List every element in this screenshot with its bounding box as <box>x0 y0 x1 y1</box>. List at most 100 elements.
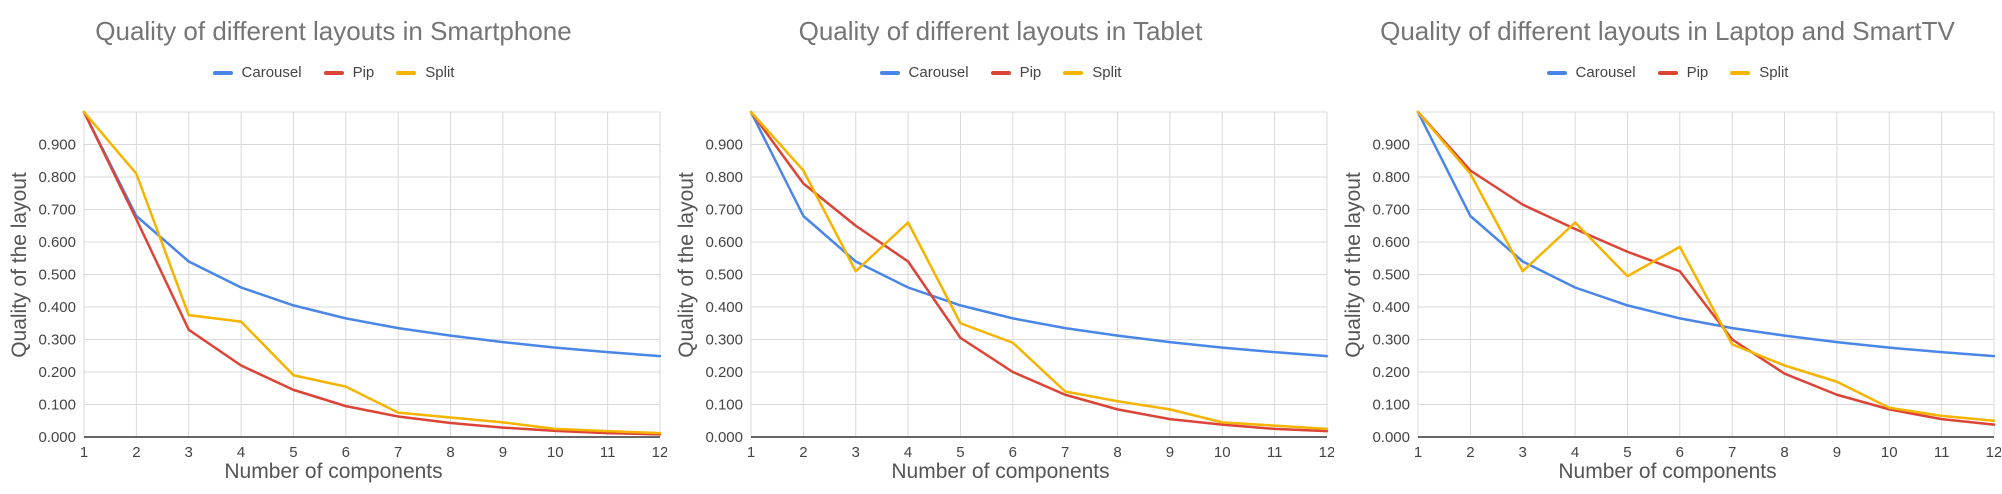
x-axis-label: Number of components <box>224 460 443 483</box>
series-line-split <box>749 110 1329 431</box>
y-tick-label: 0.700 <box>705 202 743 219</box>
plot-area: 0.000 0.100 0.200 0.300 0.400 0.500 0.600 0.700… <box>705 110 1334 461</box>
x-tick-label: 1 <box>1414 444 1422 461</box>
legend-label: Carousel <box>241 64 302 81</box>
series-line-pip <box>749 110 1329 433</box>
x-tick-label: 6 <box>342 444 350 461</box>
x-tick-label: 8 <box>446 444 454 461</box>
y-tick-label: 0.300 <box>1372 332 1410 349</box>
x-tick-label: 11 <box>1267 444 1283 461</box>
x-tick-label: 4 <box>1571 444 1579 461</box>
x-tick-label: 6 <box>1009 444 1017 461</box>
y-tick-label: 0.300 <box>38 332 76 349</box>
y-tick-label: 0.400 <box>705 299 743 316</box>
x-tick-label: 3 <box>852 444 860 461</box>
y-tick-label: 0.100 <box>705 397 743 414</box>
y-tick-label: 0.500 <box>705 267 743 284</box>
plot-area: 0.000 0.100 0.200 0.300 0.400 0.500 0.600 0.700… <box>38 110 667 461</box>
legend-label: Split <box>1092 64 1122 81</box>
legend-item[interactable]: Split <box>1730 64 1788 81</box>
y-tick-label: 0.100 <box>38 397 76 414</box>
legend-swatch <box>990 70 1011 75</box>
y-tick-label: 0.400 <box>1372 299 1410 316</box>
legend-label: Pip <box>1019 64 1042 81</box>
chart-legend: Carousel Pip Split <box>667 64 1334 81</box>
x-tick-label: 3 <box>185 444 193 461</box>
x-tick-label: 7 <box>1728 444 1736 461</box>
y-tick-label: 0.200 <box>705 364 743 381</box>
x-tick-label: 10 <box>547 444 564 461</box>
legend-label: Split <box>425 64 455 81</box>
chart-title: Quality of different layouts in Smartpho… <box>95 16 572 46</box>
x-tick-label: 7 <box>394 444 402 461</box>
series-line-split <box>82 110 662 435</box>
x-tick-label: 2 <box>1466 444 1474 461</box>
legend-item[interactable]: Split <box>1063 64 1121 81</box>
legend-swatch <box>323 70 344 75</box>
x-tick-label: 4 <box>237 444 245 461</box>
legend-item[interactable]: Pip <box>1657 64 1708 81</box>
legend-swatch <box>212 70 233 75</box>
plot-area: 0.000 0.100 0.200 0.300 0.400 0.500 0.600 0.700… <box>1372 110 2001 461</box>
y-tick-label: 0.000 <box>705 429 743 446</box>
legend-label: Pip <box>352 64 375 81</box>
x-tick-label: 1 <box>747 444 755 461</box>
y-tick-label: 0.200 <box>38 364 76 381</box>
x-tick-label: 5 <box>1623 444 1631 461</box>
x-tick-label: 7 <box>1061 444 1069 461</box>
legend-item[interactable]: Pip <box>990 64 1042 81</box>
y-tick-label: 0.600 <box>705 234 743 251</box>
series-line-carousel <box>1416 110 1996 358</box>
y-tick-label: 0.800 <box>705 169 743 186</box>
x-tick-label: 4 <box>904 444 912 461</box>
legend-item[interactable]: Pip <box>323 64 375 81</box>
chart-title: Quality of different layouts in Tablet <box>798 16 1203 46</box>
legend-item[interactable]: Carousel <box>1546 64 1636 81</box>
legend-swatch <box>1546 70 1567 75</box>
series-line-pip <box>82 110 662 436</box>
y-tick-label: 0.600 <box>38 234 76 251</box>
series-line-split <box>1416 110 1996 422</box>
chart-panel: Quality of different layouts in Smartpho… <box>0 0 667 494</box>
legend-swatch <box>1063 70 1084 75</box>
y-tick-label: 0.200 <box>1372 364 1410 381</box>
legend-label: Carousel <box>1575 64 1636 81</box>
x-tick-label: 8 <box>1113 444 1121 461</box>
legend-swatch <box>396 70 417 75</box>
legend-item[interactable]: Carousel <box>879 64 969 81</box>
y-tick-label: 0.500 <box>38 267 76 284</box>
chart-panel: Quality of different layouts in Laptop a… <box>1334 0 2001 494</box>
y-tick-label: 0.100 <box>1372 397 1410 414</box>
legend-swatch <box>879 70 900 75</box>
x-tick-label: 6 <box>1676 444 1684 461</box>
x-tick-label: 2 <box>799 444 807 461</box>
legend-swatch <box>1657 70 1678 75</box>
x-tick-label: 9 <box>1833 444 1841 461</box>
chart-title: Quality of different layouts in Laptop a… <box>1380 16 1955 46</box>
x-tick-label: 5 <box>956 444 964 461</box>
legend-item[interactable]: Split <box>396 64 454 81</box>
y-tick-label: 0.900 <box>705 137 743 154</box>
chart-panel: Quality of different layouts in Tablet Ca… <box>667 0 1334 494</box>
y-tick-label: 0.600 <box>1372 234 1410 251</box>
y-tick-label: 0.800 <box>38 169 76 186</box>
legend-label: Carousel <box>908 64 969 81</box>
y-tick-label: 0.000 <box>38 429 76 446</box>
x-tick-label: 9 <box>499 444 507 461</box>
y-tick-label: 0.300 <box>705 332 743 349</box>
y-tick-label: 0.400 <box>38 299 76 316</box>
x-tick-label: 8 <box>1780 444 1788 461</box>
y-tick-label: 0.700 <box>1372 202 1410 219</box>
legend-item[interactable]: Carousel <box>212 64 302 81</box>
x-tick-label: 10 <box>1214 444 1231 461</box>
x-tick-label: 12 <box>1986 444 2001 461</box>
y-tick-label: 0.800 <box>1372 169 1410 186</box>
x-axis-label: Number of components <box>891 460 1110 483</box>
legend-label: Split <box>1759 64 1789 81</box>
y-tick-label: 0.000 <box>1372 429 1410 446</box>
series-line-carousel <box>82 110 662 358</box>
x-tick-label: 2 <box>132 444 140 461</box>
y-tick-label: 0.900 <box>1372 137 1410 154</box>
x-tick-label: 12 <box>652 444 667 461</box>
